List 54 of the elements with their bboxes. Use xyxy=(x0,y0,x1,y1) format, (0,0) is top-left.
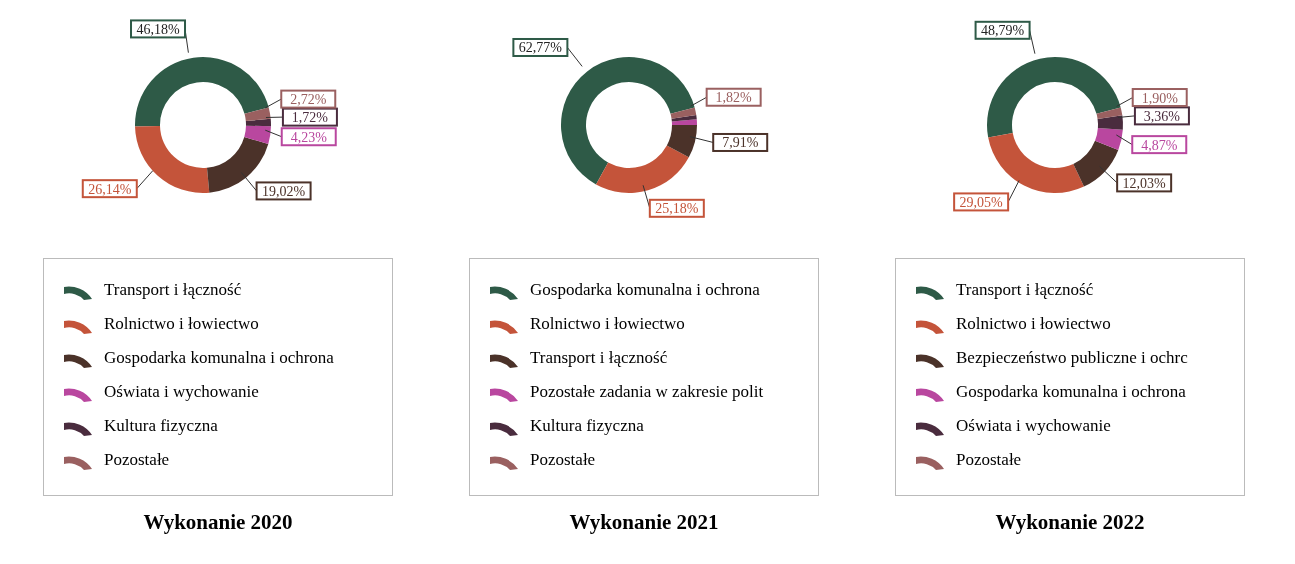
legend-label: Kultura fizyczna xyxy=(530,416,644,436)
legend-label: Gospodarka komunalna i ochrona xyxy=(956,382,1186,402)
data-label: 62,77% xyxy=(518,40,563,56)
donut-slice xyxy=(987,57,1121,138)
donut-slice xyxy=(1096,107,1123,119)
legend-label: Transport i łączność xyxy=(956,280,1094,300)
data-label: 7,91% xyxy=(722,135,759,151)
donut-slice xyxy=(135,125,210,193)
donut-slice xyxy=(671,119,697,125)
donut-slice xyxy=(561,57,695,185)
data-label: 25,18% xyxy=(655,201,699,217)
data-label: 12,03% xyxy=(1122,175,1167,191)
legend-label: Pozostałe zadania w zakresie polit xyxy=(530,382,764,402)
data-label: 19,02% xyxy=(262,183,306,199)
data-label: 4,23% xyxy=(290,129,328,145)
legend-label: Transport i łączność xyxy=(530,348,668,368)
text: Wykonanie 2020 xyxy=(142,510,294,535)
data-label: 2,72% xyxy=(290,92,327,108)
legend-label: Gospodarka komunalna i ochrona xyxy=(104,348,334,368)
data-label: 1,82% xyxy=(715,90,753,106)
donut-slice xyxy=(245,118,271,127)
donut-slice xyxy=(135,57,269,127)
legend-label: Pozostałe xyxy=(956,450,1022,470)
donut-slice xyxy=(1073,140,1119,187)
legend-label: Transport i łączność xyxy=(104,280,242,300)
donut-slice xyxy=(1097,115,1123,130)
donut-slice xyxy=(671,115,697,122)
legend-label: Rolnictwo i łowiectwo xyxy=(530,314,685,334)
donut-slice xyxy=(244,125,271,144)
legend-label: Rolnictwo i łowiectwo xyxy=(104,314,259,334)
donut-slice xyxy=(244,107,271,122)
legend-label: Pozostałe xyxy=(530,450,596,470)
data-label: 26,14% xyxy=(88,181,132,197)
data-label: 1,90% xyxy=(1141,90,1179,106)
legend-label: Oświata i wychowanie xyxy=(956,416,1111,436)
donut-slice xyxy=(988,132,1084,193)
donut-slice xyxy=(596,145,689,193)
text: Wykonanie 2022 xyxy=(994,510,1146,535)
text: Wykonanie 2021 xyxy=(568,510,720,535)
legend-label: Gospodarka komunalna i ochrona xyxy=(530,280,760,300)
data-label: 29,05% xyxy=(959,194,1004,210)
legend-label: Bezpieczeństwo publiczne i ochrc xyxy=(956,348,1188,368)
data-label: 48,79% xyxy=(981,23,1025,39)
data-label: 1,72% xyxy=(291,110,329,126)
donut-slice xyxy=(670,107,697,119)
data-label: 46,18% xyxy=(136,21,180,37)
legend-label: Oświata i wychowanie xyxy=(104,382,259,402)
legend-label: Kultura fizyczna xyxy=(104,416,218,436)
legend-label: Rolnictwo i łowiectwo xyxy=(956,314,1111,334)
data-label: 3,36% xyxy=(1143,108,1181,124)
legend-label: Pozostałe xyxy=(104,450,170,470)
donut-slice xyxy=(666,124,697,158)
data-label: 4,87% xyxy=(1141,137,1178,153)
donut-slice xyxy=(1095,127,1123,150)
